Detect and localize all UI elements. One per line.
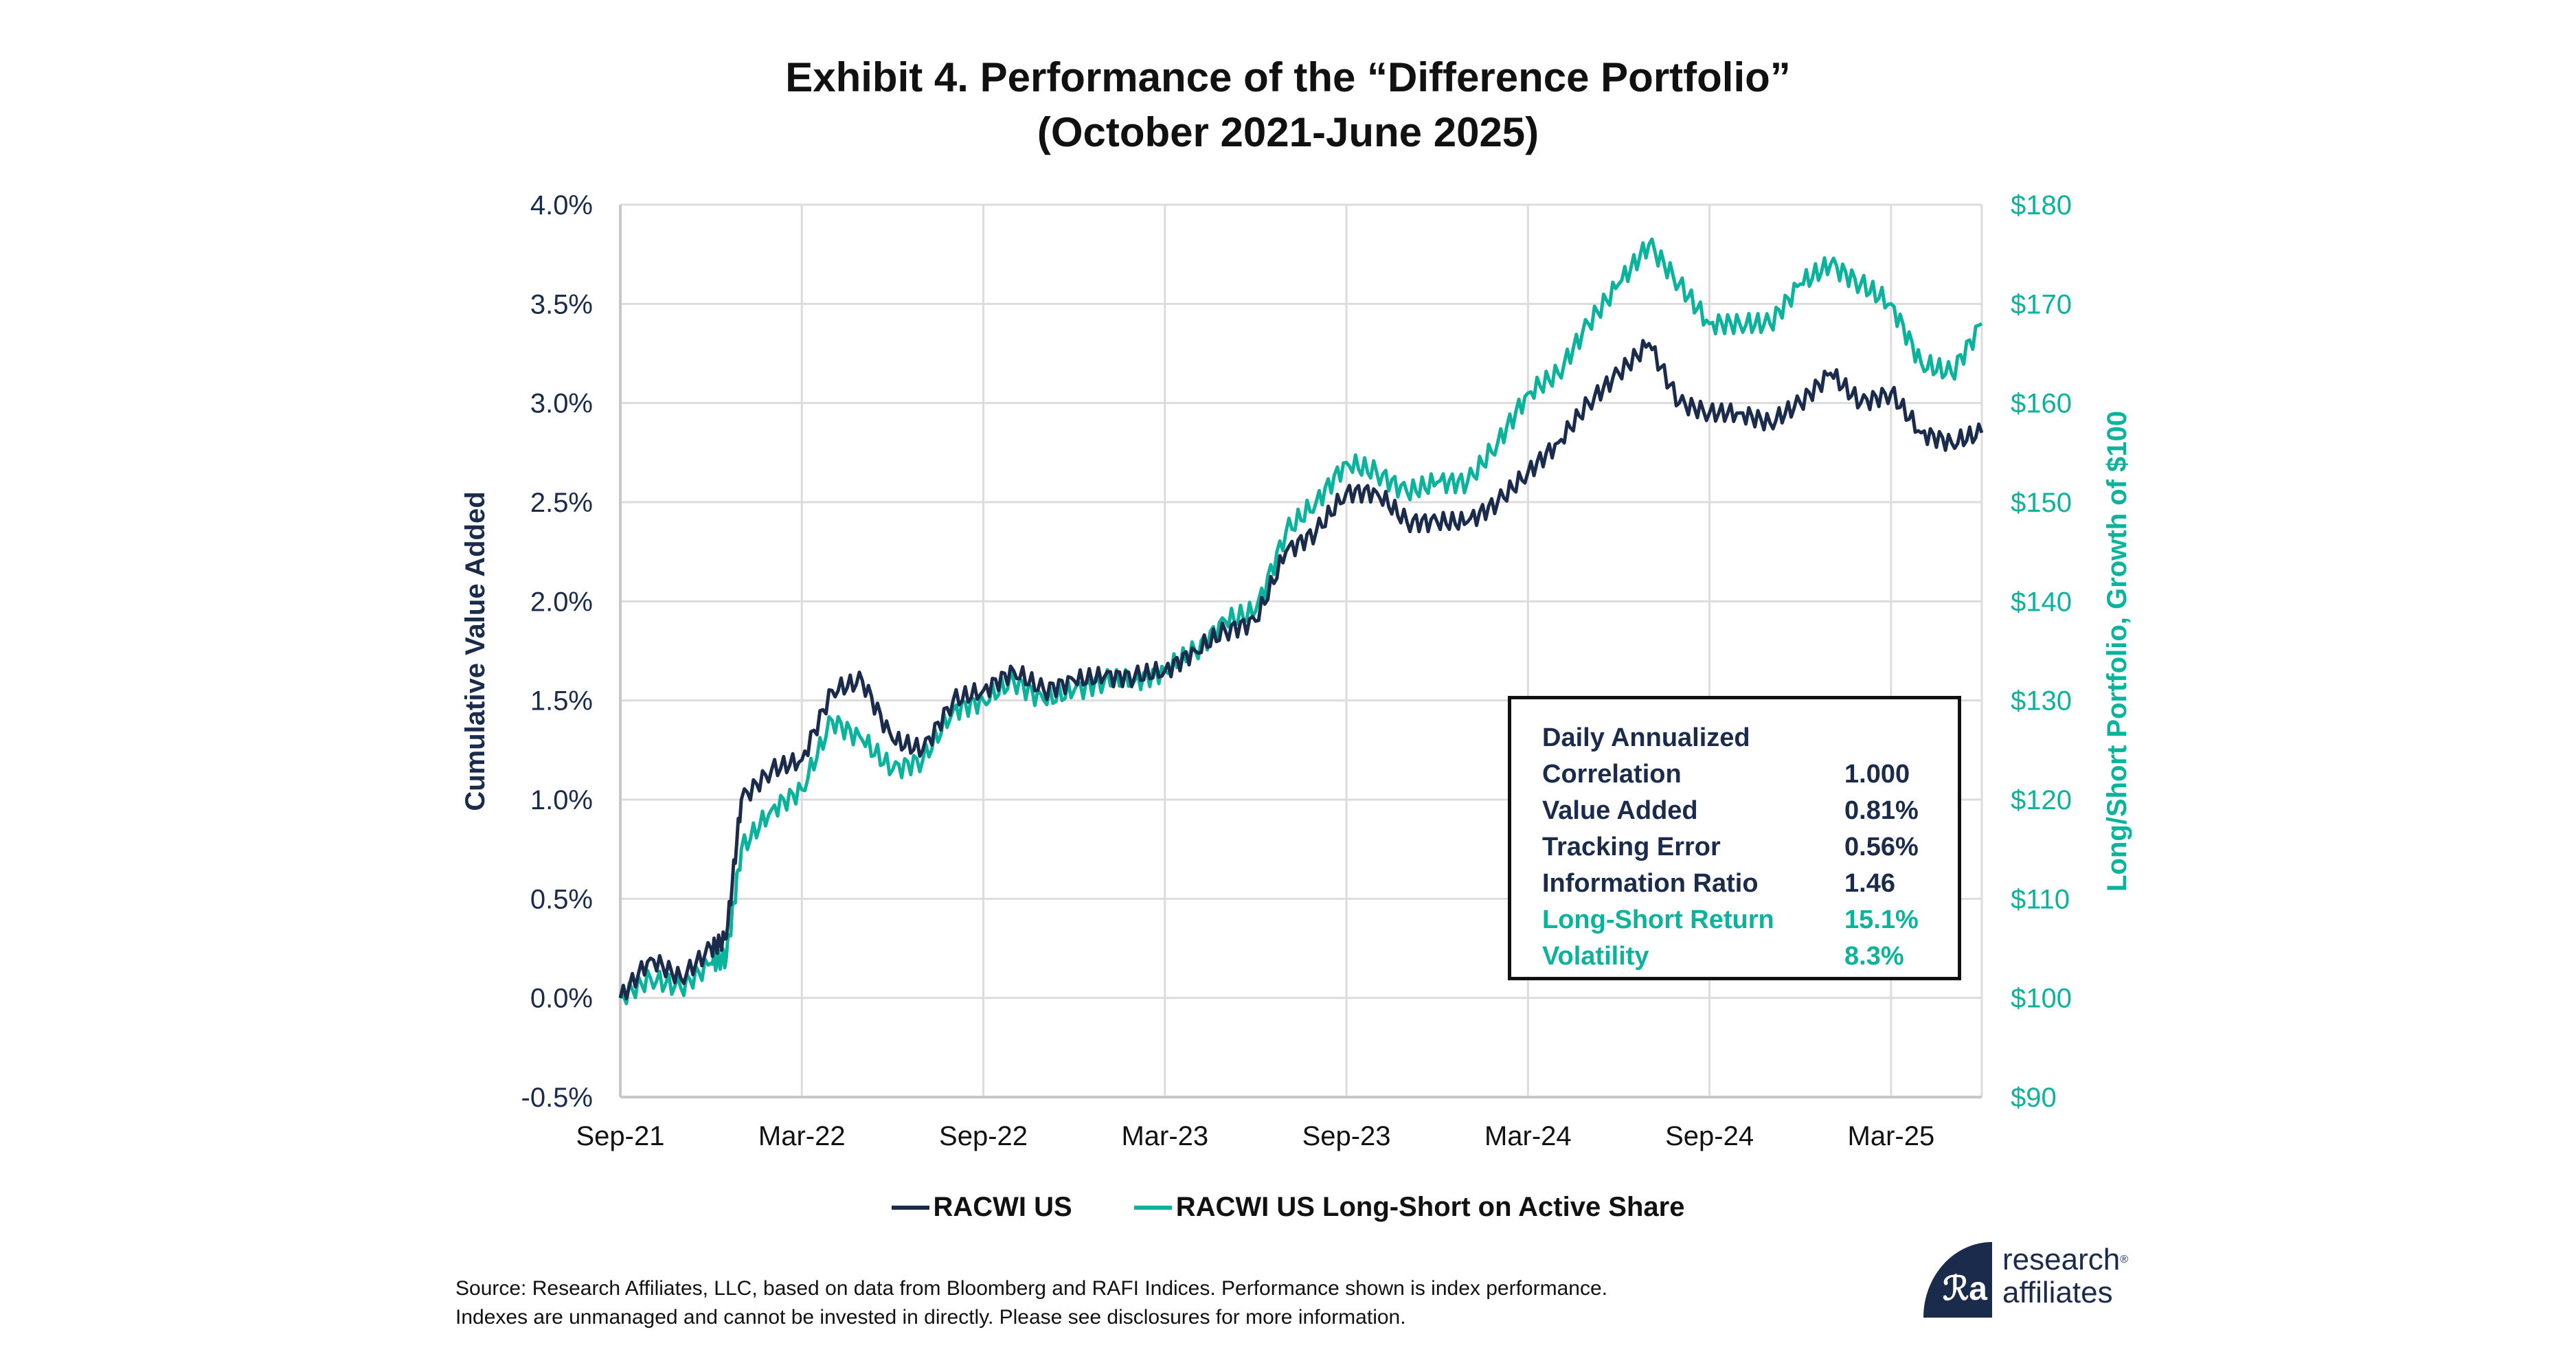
x-tick-label: Mar-24: [1484, 1121, 1572, 1151]
left-tick-label: 2.0%: [530, 587, 593, 617]
stats-label: Information Ratio: [1542, 869, 1759, 898]
stats-value: 8.3%: [1844, 942, 1904, 971]
stats-label: Long-Short Return: [1542, 905, 1774, 934]
left-axis-title: Cumulative Value Added: [460, 491, 490, 811]
legend: RACWI US RACWI US Long-Short on Active S…: [0, 1192, 2576, 1223]
logo-line2: affiliates: [2002, 1276, 2113, 1309]
right-tick-label: $140: [2011, 587, 2072, 617]
stats-row: Long-Short Return 15.1%: [1542, 902, 1958, 938]
right-tick-label: $90: [2011, 1083, 2057, 1113]
left-axis-ticks: -0.5% 0.0% 0.5% 1.0% 1.5% 2.0% 2.5% 3.0% 3.5% 4.0…: [521, 190, 594, 1113]
footnote-line2: Indexes are unmanaged and cannot be inve…: [455, 1306, 1406, 1329]
chart-title-line2: (October 2021-June 2025): [1037, 109, 1539, 155]
source-footnote: Source: Research Affiliates, LLC, based …: [455, 1274, 1607, 1332]
right-axis-title: Long/Short Portfolio, Growth of $100: [2102, 411, 2132, 892]
research-affiliates-logo: ℛa research® affiliates: [1923, 1242, 2150, 1318]
stats-value: 1.000: [1844, 760, 1910, 789]
right-tick-label: $160: [2011, 389, 2072, 419]
stats-row: Information Ratio 1.46: [1542, 866, 1958, 902]
left-tick-label: 3.0%: [530, 389, 593, 419]
right-tick-label: $130: [2011, 686, 2072, 717]
legend-item-racwi-us: RACWI US: [891, 1192, 1072, 1223]
stats-row: Volatility 8.3%: [1542, 938, 1958, 975]
right-tick-label: $170: [2011, 289, 2072, 319]
x-axis-ticks: Sep-21 Mar-22 Sep-22 Mar-23 Sep-23 Mar-24 Sep-…: [576, 1121, 1935, 1151]
x-tick-label: Sep-21: [576, 1121, 665, 1151]
stats-label: Correlation: [1542, 760, 1682, 789]
legend-swatch-navy: [891, 1205, 929, 1210]
x-tick-label: Mar-22: [758, 1121, 846, 1151]
x-tick-label: Sep-24: [1665, 1121, 1754, 1151]
logo-mark-glyph: ℛa: [1943, 1271, 1987, 1307]
registered-icon: ®: [2120, 1254, 2128, 1265]
right-axis-ticks: $90 $100 $110 $120 $130 $140 $150 $160 $170 $180: [2011, 190, 2072, 1113]
left-tick-label: 1.5%: [530, 686, 593, 717]
logo-mark-icon: ℛa: [1923, 1242, 1992, 1318]
left-tick-label: 0.0%: [530, 984, 593, 1014]
right-tick-label: $180: [2011, 190, 2072, 221]
series-lines: [618, 237, 1984, 1006]
right-tick-label: $100: [2011, 984, 2072, 1014]
left-tick-label: 1.0%: [530, 785, 593, 815]
stats-label: Value Added: [1542, 796, 1698, 825]
left-tick-label: 0.5%: [530, 884, 593, 914]
logo-line1: research: [2002, 1243, 2121, 1276]
footnote-line1: Source: Research Affiliates, LLC, based …: [455, 1277, 1607, 1300]
stats-box: Daily Annualized Correlation 1.000 Value A…: [1508, 696, 1961, 980]
stats-row: Correlation 1.000: [1542, 756, 1958, 793]
x-tick-label: Sep-22: [939, 1121, 1028, 1151]
chart-title-line1: Exhibit 4. Performance of the “Differenc…: [785, 54, 1791, 100]
legend-item-long-short: RACWI US Long-Short on Active Share: [1133, 1192, 1685, 1223]
stats-value: 1.46: [1844, 869, 1895, 898]
right-tick-label: $110: [2011, 884, 2070, 914]
stats-row: Value Added 0.81%: [1542, 793, 1958, 829]
stats-value: 15.1%: [1844, 905, 1919, 934]
stats-header-label: Daily Annualized: [1542, 723, 1750, 752]
right-tick-label: $120: [2011, 785, 2072, 815]
series-line-racwi-us: [618, 339, 1984, 1001]
logo-text: research® affiliates: [2002, 1243, 2128, 1309]
stats-row: Tracking Error 0.56%: [1542, 829, 1958, 866]
x-tick-label: Mar-25: [1848, 1121, 1935, 1151]
left-tick-label: 3.5%: [530, 289, 593, 319]
x-tick-label: Sep-23: [1302, 1121, 1391, 1151]
stats-label: Volatility: [1542, 942, 1649, 971]
legend-label: RACWI US: [933, 1192, 1072, 1222]
left-tick-label: 4.0%: [530, 190, 593, 221]
x-tick-label: Mar-23: [1121, 1121, 1208, 1151]
legend-swatch-teal: [1133, 1205, 1172, 1210]
left-tick-label: 2.5%: [530, 488, 593, 518]
right-tick-label: $150: [2011, 488, 2072, 518]
stats-value: 0.81%: [1844, 796, 1919, 825]
legend-label: RACWI US Long-Short on Active Share: [1175, 1192, 1685, 1222]
stats-value: 0.56%: [1844, 833, 1919, 861]
left-tick-label: -0.5%: [521, 1083, 594, 1113]
stats-label: Tracking Error: [1542, 833, 1721, 861]
series-line-long-short: [619, 237, 1983, 1006]
stats-header: Daily Annualized: [1542, 720, 1958, 756]
